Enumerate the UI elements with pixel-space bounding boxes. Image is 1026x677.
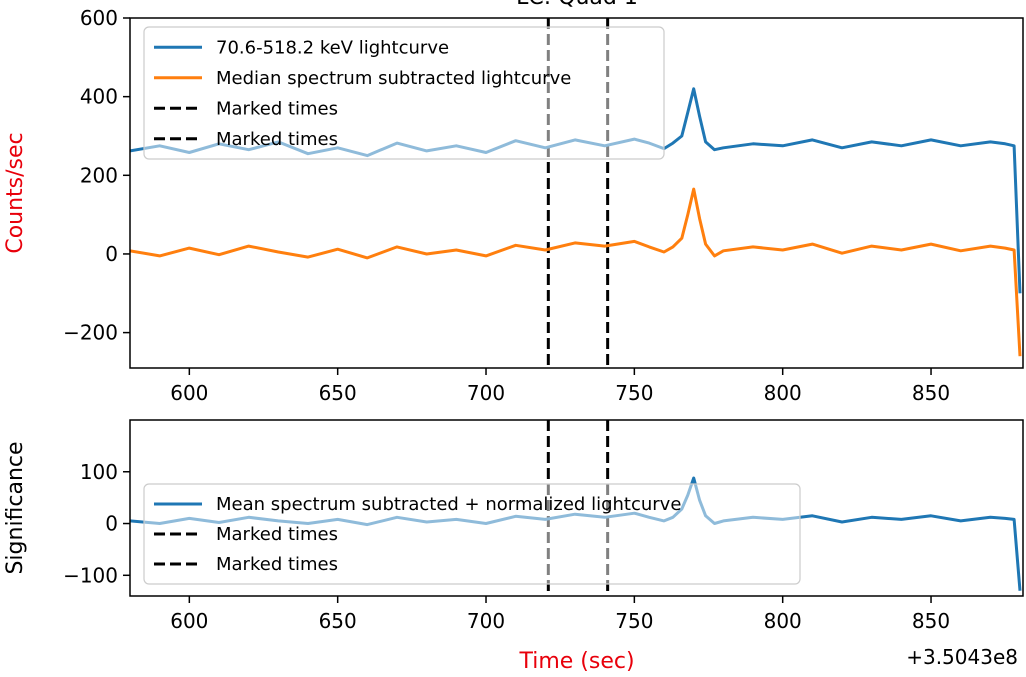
top-y-axis-label: Counts/sec bbox=[3, 132, 28, 253]
top-series-line-1 bbox=[130, 187, 1022, 357]
top-x-tick-label-750: 750 bbox=[615, 381, 653, 405]
bottom-x-tick-label-650: 650 bbox=[319, 609, 357, 633]
bottom-legend-label-2: Marked times bbox=[216, 554, 338, 575]
top-legend: 70.6-518.2 keV lightcurve Median spectrum… bbox=[143, 26, 665, 160]
bottom-x-tick-label-800: 800 bbox=[764, 609, 802, 633]
top-x-axis: 600 650 700 750 800 850 bbox=[170, 368, 950, 405]
bottom-x-tick-label-700: 700 bbox=[467, 609, 505, 633]
bottom-y-axis-label: Significance bbox=[3, 441, 28, 574]
bottom-y-tick-label-0: 0 bbox=[105, 512, 118, 536]
x-axis-label: Time (sec) bbox=[518, 649, 634, 674]
bottom-plot-frame bbox=[129, 419, 1024, 597]
top-x-tick-label-850: 850 bbox=[912, 381, 950, 405]
bottom-x-tick-label-850: 850 bbox=[912, 609, 950, 633]
top-x-tick-label-800: 800 bbox=[764, 381, 802, 405]
top-legend-label-3: Marked times bbox=[216, 129, 338, 150]
bottom-x-tick-label-750: 750 bbox=[615, 609, 653, 633]
top-y-tick-label-400: 400 bbox=[80, 85, 118, 109]
top-legend-label-1: Median spectrum subtracted lightcurve bbox=[216, 68, 571, 89]
bottom-legend: Mean spectrum subtracted + normalized li… bbox=[143, 483, 801, 585]
top-panel: 600 650 700 750 800 850 −200 0 200 400 600 Counts… bbox=[3, 6, 1024, 405]
bottom-panel: 600 650 700 750 800 850 −100 0 100 Significance… bbox=[3, 419, 1024, 633]
top-legend-label-2: Marked times bbox=[216, 98, 338, 119]
bottom-legend-box bbox=[143, 483, 801, 585]
top-y-tick-label--200: −200 bbox=[63, 321, 118, 345]
top-legend-box bbox=[143, 26, 665, 160]
top-x-tick-label-600: 600 bbox=[170, 381, 208, 405]
figure-title: LC: Quad 1 bbox=[516, 0, 638, 10]
x-offset-label: +3.5043e8 bbox=[906, 645, 1018, 669]
bottom-y-axis: −100 0 100 bbox=[63, 460, 130, 587]
top-y-axis: −200 0 200 400 600 bbox=[63, 6, 130, 345]
bottom-x-axis: 600 650 700 750 800 850 bbox=[170, 596, 950, 633]
top-y-tick-label-600: 600 bbox=[80, 6, 118, 30]
top-x-tick-label-650: 650 bbox=[319, 381, 357, 405]
bottom-y-tick-label--100: −100 bbox=[63, 563, 118, 587]
bottom-y-tick-label-100: 100 bbox=[80, 460, 118, 484]
bottom-x-tick-label-600: 600 bbox=[170, 609, 208, 633]
top-y-tick-label-0: 0 bbox=[105, 242, 118, 266]
top-y-tick-label-200: 200 bbox=[80, 163, 118, 187]
top-legend-label-0: 70.6-518.2 keV lightcurve bbox=[216, 37, 449, 58]
bottom-legend-label-0: Mean spectrum subtracted + normalized li… bbox=[216, 494, 681, 515]
bottom-legend-label-1: Marked times bbox=[216, 524, 338, 545]
top-x-tick-label-700: 700 bbox=[467, 381, 505, 405]
top-plot-frame bbox=[129, 17, 1024, 369]
